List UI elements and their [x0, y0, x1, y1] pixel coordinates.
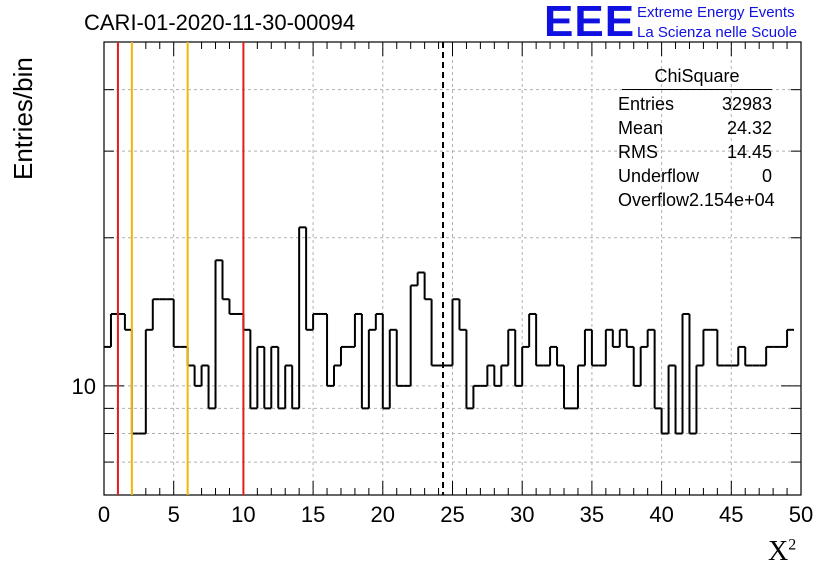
stats-box: ChiSquare Entries 32983 Mean 24.32 RMS 14.4… [610, 66, 778, 212]
x-tick-label: 15 [301, 502, 325, 527]
x-axis-label: X2 [768, 536, 797, 567]
histogram-series [104, 226, 795, 435]
stats-row-underflow: Underflow 0 [618, 166, 772, 186]
x-tick-label: 20 [371, 502, 395, 527]
x-tick-label: 10 [231, 502, 255, 527]
x-tick-label: 5 [168, 502, 180, 527]
plot-title: CARI-01-2020-11-30-00094 [84, 10, 356, 35]
x-tick-label: 0 [98, 502, 110, 527]
x-tick-label: 45 [719, 502, 743, 527]
x-tick-label: 35 [580, 502, 604, 527]
tick-labels: 0 5 10 15 20 25 30 35 40 45 50 10 [72, 374, 814, 527]
marker-lines [116, 42, 445, 495]
y-axis-label: Entries/bin [8, 57, 38, 180]
stats-row-rms: RMS 14.45 [618, 142, 772, 162]
stats-row-entries: Entries 32983 [618, 94, 772, 114]
stats-row-overflow: Overflow 2.154e+04 [618, 190, 775, 210]
x-tick-label: 30 [510, 502, 534, 527]
logo-subtitle-1: Extreme Energy Events [637, 4, 795, 21]
stats-title: ChiSquare [622, 66, 772, 90]
x-tick-label: 50 [789, 502, 813, 527]
eee-logo: EEE [544, 0, 636, 46]
grid [104, 42, 801, 495]
x-tick-label: 40 [649, 502, 673, 527]
y-tick-label: 10 [72, 374, 96, 399]
stats-row-mean: Mean 24.32 [618, 118, 772, 138]
logo-subtitle-2: La Scienza nelle Scuole [637, 24, 798, 41]
x-tick-label: 25 [440, 502, 464, 527]
